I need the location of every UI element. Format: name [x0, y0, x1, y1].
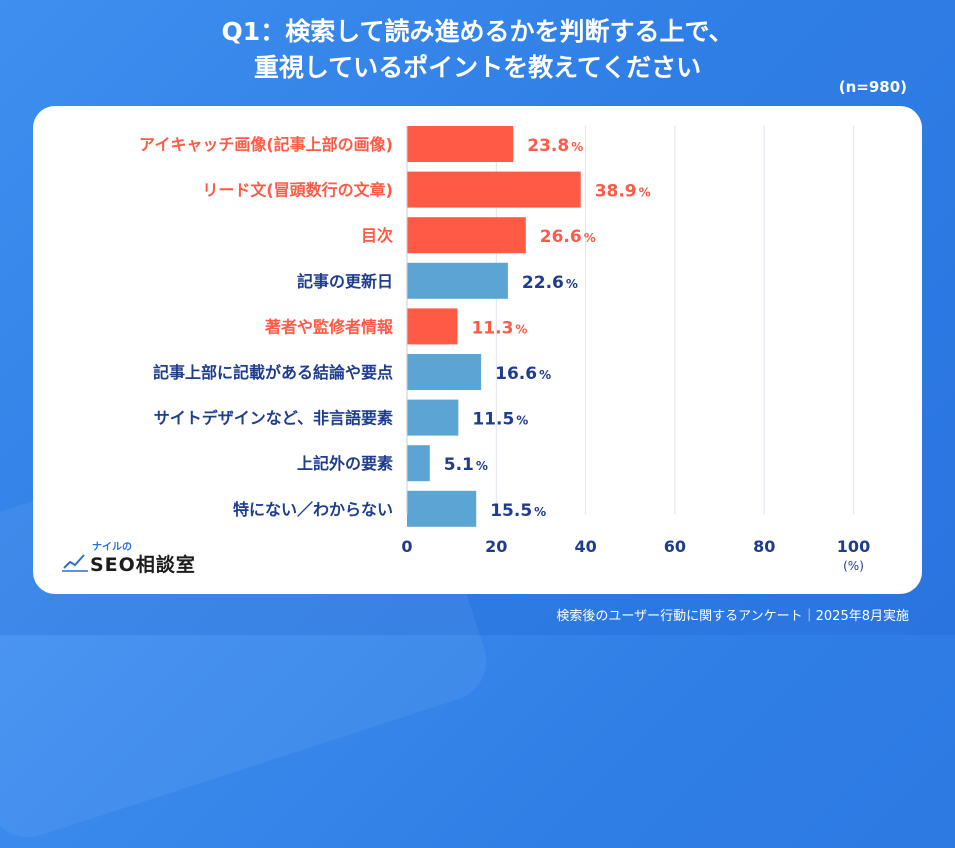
x-tick-label: 80 — [753, 537, 775, 556]
category-label: 記事の更新日 — [297, 272, 393, 291]
data-label: 23.8% — [527, 136, 583, 156]
data-label: 11.5% — [472, 410, 528, 430]
bar — [407, 262, 508, 299]
category-label: 記事上部に記載がある結論や要点 — [153, 363, 393, 382]
bar — [407, 490, 477, 527]
x-axis-unit: (%) — [843, 559, 864, 573]
x-tick-label: 60 — [664, 537, 686, 556]
x-tick-label: 100 — [837, 537, 870, 556]
data-label: 15.5% — [490, 501, 546, 521]
source-note: 検索後のユーザー行動に関するアンケート｜2025年8月実施 — [556, 609, 909, 624]
category-label: 特にない／わからない — [233, 500, 393, 519]
logo-main-text: SEO相談室 — [90, 554, 196, 576]
bar — [407, 308, 458, 345]
logo-small-text: ナイルの — [92, 542, 132, 553]
category-label: アイキャッチ画像(記事上部の画像) — [139, 135, 393, 154]
title-line-1: Q1：検索して読み進めるかを判断する上で、 — [221, 17, 734, 46]
bar — [407, 354, 482, 390]
data-label: 38.9% — [595, 182, 651, 202]
category-label: サイトデザインなど、非言語要素 — [154, 409, 393, 428]
x-tick-label: 0 — [401, 537, 412, 556]
bar-chart: アイキャッチ画像(記事上部の画像) 23.8 % リード文(冒頭数行の文章) 38.9%… — [139, 126, 870, 573]
category-label: リード文(冒頭数行の文章) — [202, 181, 393, 200]
data-label: 5.1% — [444, 455, 488, 475]
bar — [407, 126, 514, 162]
trend-line-icon — [62, 554, 88, 572]
title-line-2: 重視しているポイントを教えてください — [253, 53, 702, 82]
category-label: 目次 — [361, 226, 393, 245]
chart-card: アイキャッチ画像(記事上部の画像) 23.8% リード文(冒頭数行の文章) 38.9%… — [33, 106, 922, 594]
chart-title: Q1：検索して読み進めるかを判断する上で、 重視しているポイントを教えてください — [0, 14, 955, 86]
bar — [407, 171, 581, 208]
data-label: 22.6% — [522, 273, 578, 293]
bar — [407, 217, 526, 254]
x-tick-label: 20 — [485, 537, 507, 556]
logo: ナイルの SEO相談室 — [62, 538, 202, 578]
data-label: 16.6% — [495, 364, 551, 384]
sample-size: (n=980) — [838, 78, 907, 96]
category-label: 上記外の要素 — [297, 454, 393, 473]
category-label: 著者や監修者情報 — [264, 317, 394, 336]
data-label: 11.3% — [471, 318, 527, 338]
bar — [407, 399, 459, 436]
x-tick-label: 40 — [574, 537, 596, 556]
bar — [407, 445, 430, 482]
data-label: 26.6% — [540, 227, 596, 247]
